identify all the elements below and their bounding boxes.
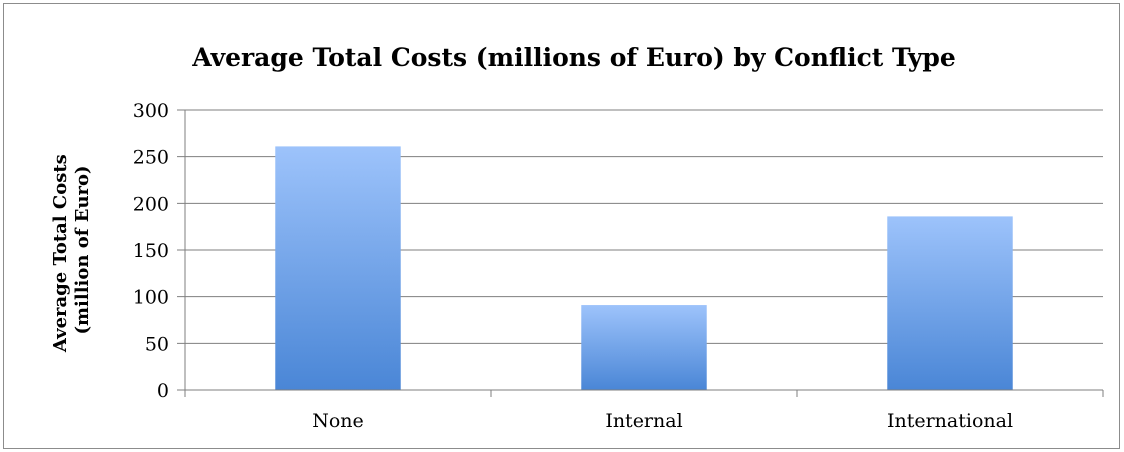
y-tick-label: 150 bbox=[133, 240, 169, 262]
y-tick-label: 250 bbox=[133, 147, 169, 169]
x-category-label: Internal bbox=[605, 410, 682, 432]
y-tick-label: 0 bbox=[157, 380, 169, 402]
y-tick-label: 300 bbox=[133, 100, 169, 122]
chart-container: Average Total Costs (millions of Euro) b… bbox=[3, 3, 1120, 449]
bar-none bbox=[275, 146, 401, 390]
y-tick-label: 100 bbox=[133, 287, 169, 309]
y-axis-title-line-2: (million of Euro) bbox=[72, 165, 93, 334]
x-axis-categories: None Internal International bbox=[312, 410, 1013, 432]
x-category-label: None bbox=[312, 410, 364, 432]
y-axis-ticks: 0 50 100 150 200 250 300 bbox=[133, 100, 169, 402]
bar-international bbox=[887, 216, 1013, 390]
chart-title: Average Total Costs (millions of Euro) b… bbox=[191, 43, 956, 72]
bar-internal bbox=[581, 305, 707, 390]
y-tick-label: 50 bbox=[145, 333, 169, 355]
bar-chart: Average Total Costs (millions of Euro) b… bbox=[50, 43, 1104, 432]
x-category-label: International bbox=[887, 410, 1013, 432]
y-tick-label: 200 bbox=[133, 193, 169, 215]
y-axis-title-line-1: Average Total Costs bbox=[50, 154, 71, 353]
bars bbox=[185, 146, 1103, 391]
y-axis-title: Average Total Costs (million of Euro) bbox=[50, 148, 93, 353]
